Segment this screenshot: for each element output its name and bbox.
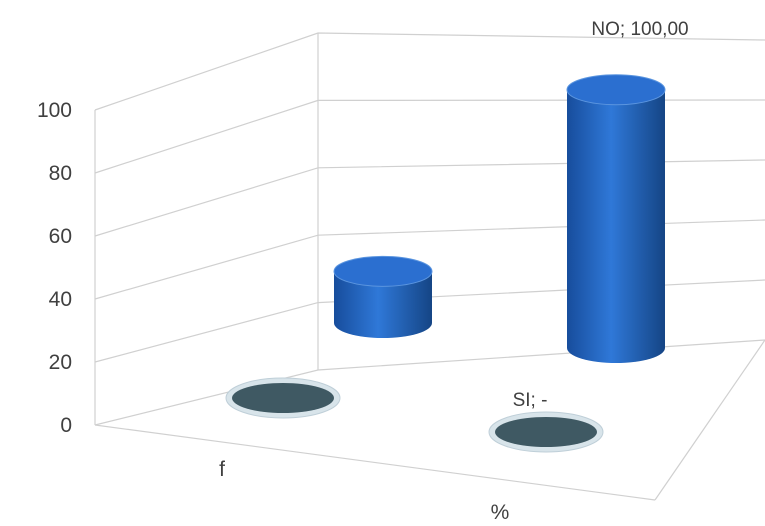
floor-right-edge xyxy=(654,339,765,501)
chart-labels: f% NO; 100,00 SI; - xyxy=(219,19,689,524)
chart-marks xyxy=(225,74,666,453)
y-tick-label: 40 xyxy=(49,288,72,311)
x-category-label: % xyxy=(491,501,510,524)
x-axis-line xyxy=(94,424,656,501)
y-tick-label: 60 xyxy=(49,225,72,248)
cylinder-bar xyxy=(566,74,666,363)
data-label: SI; - xyxy=(513,390,548,411)
axes xyxy=(94,33,765,501)
cylinder-top xyxy=(333,255,433,287)
cylinder-top xyxy=(566,74,666,106)
y-tick-label: 0 xyxy=(60,414,72,437)
x-category-label: f xyxy=(219,458,225,481)
data-label: NO; 100,00 xyxy=(591,19,688,40)
cylinder-body xyxy=(567,89,665,363)
y-tick-label: 100 xyxy=(37,99,72,122)
y-tick-label: 80 xyxy=(49,162,72,185)
empty-bar-disc xyxy=(495,417,597,447)
empty-bar-disc xyxy=(232,383,334,413)
gridline xyxy=(94,339,765,426)
y-tick-label: 20 xyxy=(49,351,72,374)
cylinder-bar xyxy=(333,255,433,338)
cylinder-body xyxy=(334,271,432,338)
y-axis-ticks: 0 20 40 60 80 100 xyxy=(37,99,72,437)
